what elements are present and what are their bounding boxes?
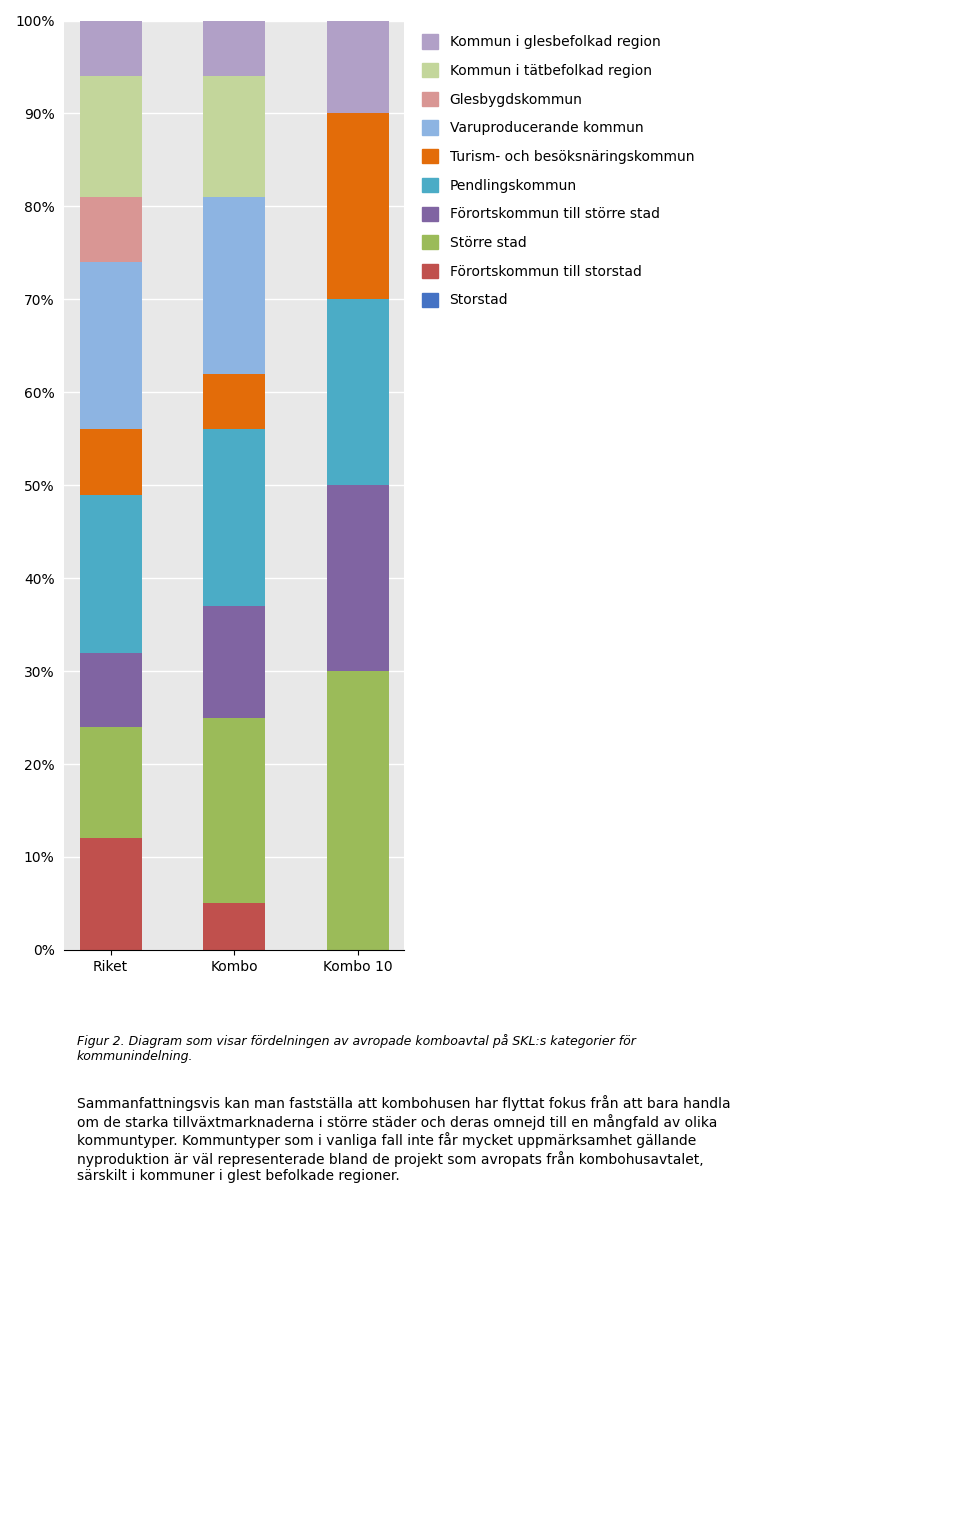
Bar: [204, 20, 265, 76]
Bar: [327, 114, 389, 300]
Bar: [204, 198, 265, 374]
Bar: [204, 374, 265, 429]
Bar: [80, 76, 141, 198]
Bar: [204, 903, 265, 951]
Bar: [80, 262, 141, 429]
Bar: [327, 671, 389, 951]
Bar: [80, 653, 141, 727]
Bar: [204, 605, 265, 718]
Bar: [80, 198, 141, 262]
Bar: [80, 494, 141, 653]
Bar: [80, 838, 141, 951]
Bar: [204, 76, 265, 198]
Legend: Kommun i glesbefolkad region, Kommun i tätbefolkad region, Glesbygdskommun, Varu: Kommun i glesbefolkad region, Kommun i t…: [415, 27, 701, 315]
Bar: [327, 485, 389, 671]
Bar: [204, 429, 265, 605]
Bar: [80, 727, 141, 838]
Text: Figur 2. Diagram som visar fördelningen av avropade komboavtal på SKL:s kategori: Figur 2. Diagram som visar fördelningen …: [77, 1034, 636, 1063]
Bar: [80, 429, 141, 494]
Bar: [327, 20, 389, 114]
Bar: [80, 20, 141, 76]
Text: Sammanfattningsvis kan man fastställa att kombohusen har flyttat fokus från att : Sammanfattningsvis kan man fastställa at…: [77, 1095, 731, 1183]
Bar: [204, 718, 265, 903]
Bar: [327, 300, 389, 485]
